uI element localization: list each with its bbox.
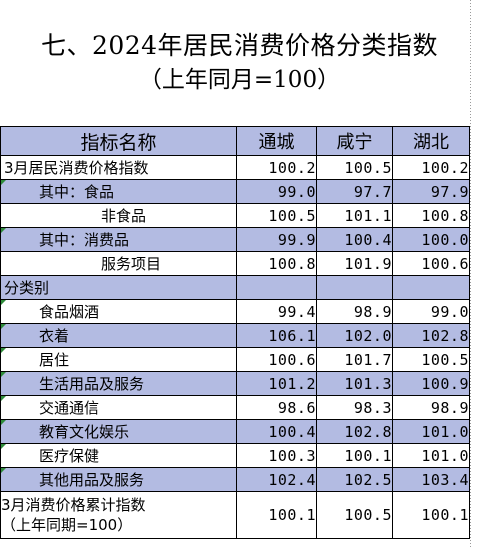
cell-xianning: 102.0	[316, 323, 393, 348]
cell-marker	[1, 348, 6, 353]
table-row: 3月居民消费价格指数 100.2 100.5 100.2	[0, 155, 470, 180]
cell-tongcheng: 100.6	[236, 347, 317, 372]
cell-marker	[1, 228, 6, 233]
cell-tongcheng: 100.8	[236, 251, 317, 276]
page-title: 七、2024年居民消费价格分类指数	[40, 31, 439, 60]
table-row: 衣着 106.1 102.0 102.8	[0, 323, 470, 348]
cell-tongcheng: 98.6	[236, 395, 317, 420]
cell-tongcheng: 100.4	[236, 419, 317, 444]
row-label: 生活用品及服务	[0, 371, 237, 396]
cell-xianning: 101.3	[316, 371, 393, 396]
cell-tongcheng: 99.9	[236, 227, 317, 252]
cell-tongcheng: 106.1	[236, 323, 317, 348]
cell-xianning: 98.9	[316, 299, 393, 324]
cell-xianning	[316, 275, 393, 300]
cell-hubei: 103.4	[392, 467, 470, 492]
cell-tongcheng: 102.4	[236, 467, 317, 492]
cell-tongcheng: 99.0	[236, 179, 317, 204]
table-row: 服务项目 100.8 101.9 100.6	[0, 251, 470, 276]
cell-hubei: 102.8	[392, 323, 470, 348]
cell-hubei: 100.0	[392, 227, 470, 252]
table-row: 食品烟酒 99.4 98.9 99.0	[0, 299, 470, 324]
cumulative-label-line1: 3月消费价格累计指数	[1, 496, 146, 514]
cell-hubei: 100.2	[392, 155, 470, 180]
table-row: 交通通信 98.6 98.3 98.9	[0, 395, 470, 420]
row-label: 居住	[0, 347, 237, 372]
cell-hubei: 99.0	[392, 299, 470, 324]
price-index-table: 指标名称 通城 咸宁 湖北 3月居民消费价格指数 100.2 100.5 100…	[0, 126, 470, 539]
table-row: 其他用品及服务 102.4 102.5 103.4	[0, 467, 470, 492]
row-label: 服务项目	[0, 251, 237, 276]
cell-xianning: 102.5	[316, 467, 393, 492]
table-row: 分类别	[0, 275, 470, 300]
cumulative-label-line2: （上年同期=100）	[1, 516, 133, 534]
cell-marker	[1, 180, 6, 185]
column-header-indicator: 指标名称	[0, 126, 237, 156]
cell-tongcheng: 100.2	[236, 155, 317, 180]
cell-xianning: 100.4	[316, 227, 393, 252]
row-label: 食品烟酒	[0, 299, 237, 324]
cell-tongcheng: 100.5	[236, 203, 317, 228]
cell-marker	[1, 444, 6, 449]
cell-hubei: 100.5	[392, 347, 470, 372]
cell-xianning: 102.8	[316, 419, 393, 444]
cell-marker	[1, 300, 6, 305]
cell-xianning: 101.1	[316, 203, 393, 228]
page-edge-marks	[470, 0, 471, 547]
row-label: 分类别	[0, 275, 237, 300]
row-label: 交通通信	[0, 395, 237, 420]
cell-marker	[1, 372, 6, 377]
table-row: 非食品 100.5 101.1 100.8	[0, 203, 470, 228]
cell-tongcheng: 100.1	[236, 491, 317, 539]
row-label: 医疗保健	[0, 443, 237, 468]
cell-tongcheng: 101.2	[236, 371, 317, 396]
cell-marker	[1, 468, 6, 473]
row-label: 其中：消费品	[0, 227, 237, 252]
cell-hubei: 100.8	[392, 203, 470, 228]
cell-tongcheng: 99.4	[236, 299, 317, 324]
column-header-xianning: 咸宁	[316, 126, 393, 156]
row-label: 其中：食品	[0, 179, 237, 204]
row-label: 3月居民消费价格指数	[0, 155, 237, 180]
cell-hubei: 100.9	[392, 371, 470, 396]
row-label: 非食品	[0, 203, 237, 228]
row-label: 教育文化娱乐	[0, 419, 237, 444]
cell-hubei	[392, 275, 470, 300]
table-row: 医疗保健 100.3 100.1 101.0	[0, 443, 470, 468]
cell-hubei: 101.0	[392, 443, 470, 468]
cell-tongcheng: 100.3	[236, 443, 317, 468]
cell-hubei: 98.9	[392, 395, 470, 420]
cell-marker	[1, 396, 6, 401]
table-row: 教育文化娱乐 100.4 102.8 101.0	[0, 419, 470, 444]
cell-xianning: 100.5	[316, 155, 393, 180]
table-row: 生活用品及服务 101.2 101.3 100.9	[0, 371, 470, 396]
cell-xianning: 97.7	[316, 179, 393, 204]
cell-hubei: 97.9	[392, 179, 470, 204]
cell-marker	[1, 420, 6, 425]
row-label: 其他用品及服务	[0, 467, 237, 492]
row-label: 衣着	[0, 323, 237, 348]
cell-hubei: 100.1	[392, 491, 470, 539]
table-row: 其中：食品 99.0 97.7 97.9	[0, 179, 470, 204]
cell-xianning: 101.9	[316, 251, 393, 276]
table-row-cumulative: 3月消费价格累计指数 （上年同期=100） 100.1 100.5 100.1	[0, 491, 470, 539]
cell-xianning: 100.5	[316, 491, 393, 539]
column-header-hubei: 湖北	[392, 126, 470, 156]
column-header-tongcheng: 通城	[236, 126, 317, 156]
cell-marker	[1, 324, 6, 329]
cell-tongcheng	[236, 275, 317, 300]
table-row: 其中：消费品 99.9 100.4 100.0	[0, 227, 470, 252]
cell-xianning: 98.3	[316, 395, 393, 420]
cell-hubei: 100.6	[392, 251, 470, 276]
table-row: 居住 100.6 101.7 100.5	[0, 347, 470, 372]
table-header-row: 指标名称 通城 咸宁 湖北	[0, 126, 470, 156]
cell-hubei: 101.0	[392, 419, 470, 444]
page-subtitle: （上年同月=100）	[138, 67, 341, 93]
cell-xianning: 101.7	[316, 347, 393, 372]
row-label: 3月消费价格累计指数 （上年同期=100）	[0, 491, 237, 539]
cell-xianning: 100.1	[316, 443, 393, 468]
